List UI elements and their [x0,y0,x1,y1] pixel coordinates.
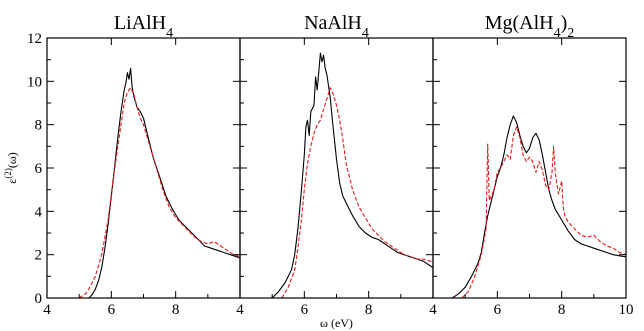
y-tick-label: 12 [27,31,42,47]
y-axis-label: ε(2)(ω) [3,152,19,183]
panel-title-2: Mg(AlH4)2 [485,12,575,41]
red-dashed-line-panel-0 [78,87,241,299]
red-dashed-line-panel-1 [281,87,433,299]
x-tick-label: 6 [301,302,309,318]
black-solid-line-panel-2 [451,115,627,299]
x-tick-label: 4 [43,302,51,318]
panel-2: 4 6 8 10 Mg(AlH4)2 [429,12,633,318]
x-tick-label: 8 [365,302,373,318]
y-tick-label: 6 [35,161,43,177]
x-tick-label: 4 [429,302,437,318]
red-dashed-line-panel-2 [461,126,627,299]
y-tick-label: 4 [35,204,43,220]
y-tick-label: 10 [27,74,42,90]
panel-title-1: NaAlH4 [304,12,369,41]
panel-0: 4 6 8 LiAlH4 [43,12,241,318]
x-tick-label: 8 [172,302,180,318]
x-tick-label: 6 [108,302,116,318]
y-tick-label: 8 [35,118,43,134]
x-tick-label: 4 [236,302,244,318]
black-solid-line-panel-0 [88,67,241,299]
x-tick-label: 8 [558,302,566,318]
plot-frame-panel-0 [46,37,241,299]
plot-frame-panel-2 [432,37,627,299]
x-axis-label: ω (eV) [320,316,353,330]
plot-frame-panel-1 [239,37,434,299]
y-tick-label: 2 [35,248,43,264]
black-solid-line-panel-1 [271,52,434,299]
x-tick-label: 6 [494,302,502,318]
x-tick-label: 10 [619,302,634,318]
panel-title-0: LiAlH4 [114,12,173,41]
panel-1: 4 6 8 NaAlH4 [236,12,434,318]
y-tick-label: 0 [35,291,43,307]
